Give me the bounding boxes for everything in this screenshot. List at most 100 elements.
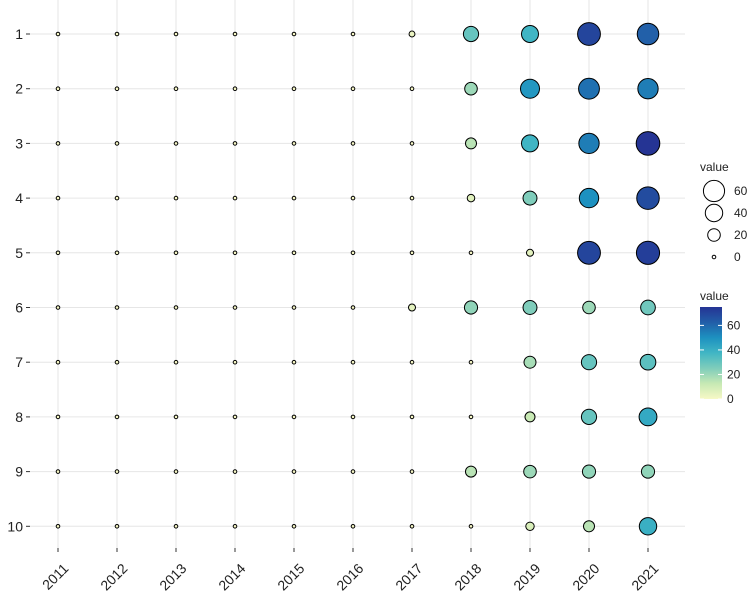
bubble: [291, 359, 297, 365]
bubble: [636, 22, 660, 46]
bubble: [114, 195, 120, 201]
bubble: [578, 132, 600, 155]
y-tick-label: 8: [15, 409, 23, 425]
bubble: [232, 86, 238, 91]
bubble: [468, 359, 474, 365]
bubble: [463, 300, 479, 315]
bubble: [173, 31, 179, 37]
bubble: [464, 465, 478, 478]
bubble: [582, 520, 596, 533]
size-legend-title: value: [700, 160, 729, 174]
bubble: [580, 408, 598, 425]
bubble: [640, 464, 656, 479]
bubble: [577, 240, 601, 265]
bubble: [580, 354, 598, 371]
size-legend-key: [711, 254, 717, 260]
bubble: [578, 77, 600, 100]
bubble: [55, 524, 61, 529]
x-tick-label: 2018: [451, 560, 484, 593]
bubble: [232, 305, 238, 310]
bubble: [114, 305, 120, 310]
bubble: [232, 414, 238, 420]
bubble: [232, 359, 238, 365]
bubble: [291, 250, 297, 256]
bubble: [173, 305, 179, 310]
bubble: [55, 305, 61, 310]
size-legend-key: [707, 228, 721, 242]
bubble: [409, 86, 415, 91]
size-legend-label: 0: [734, 250, 741, 264]
bubble: [55, 86, 61, 91]
bubble: [464, 137, 478, 150]
bubble: [350, 469, 356, 474]
bubble: [114, 524, 120, 529]
bubble: [522, 300, 538, 315]
bubble: [173, 250, 179, 256]
bubble: [408, 30, 416, 38]
bubble: [521, 25, 539, 43]
size-legend-label: 60: [734, 184, 748, 198]
bubble: [232, 250, 238, 256]
bubble: [55, 195, 61, 201]
bubble: [350, 31, 356, 37]
y-tick-label: 2: [15, 81, 23, 97]
bubble: [350, 305, 356, 310]
bubble: [464, 81, 478, 96]
bubble: [638, 407, 658, 427]
bubble: [55, 31, 61, 37]
y-tick-label: 10: [7, 518, 23, 534]
bubble: [350, 195, 356, 201]
bubble: [350, 359, 356, 365]
x-tick-label: 2019: [510, 560, 543, 593]
bubble: [55, 141, 61, 146]
x-tick-label: 2011: [39, 560, 72, 593]
bubble: [523, 464, 537, 479]
bubble: [525, 521, 535, 532]
bubble: [581, 464, 597, 479]
size-legend-key: [704, 203, 724, 223]
bubble: [639, 353, 657, 371]
x-tick-label: 2014: [215, 560, 248, 593]
bubble: [291, 195, 297, 201]
bubble: [582, 300, 596, 315]
bubble: [350, 414, 356, 420]
bubble: [114, 250, 120, 256]
bubble: [409, 524, 415, 529]
bubble: [578, 187, 600, 209]
bubble: [636, 186, 660, 210]
bubble: [468, 414, 474, 420]
x-tick-label: 2016: [333, 560, 366, 593]
bubble: [522, 190, 538, 206]
bubble: [409, 359, 415, 365]
bubble: [468, 250, 474, 256]
y-tick-label: 6: [15, 300, 23, 316]
bubble: [173, 359, 179, 365]
bubble: [524, 411, 536, 423]
y-tick-label: 5: [15, 245, 23, 261]
bubble: [640, 299, 656, 316]
bubble: [173, 469, 179, 474]
size-legend-label: 20: [734, 228, 748, 242]
bubble: [291, 86, 297, 91]
bubble: [232, 524, 238, 529]
bubble: [462, 25, 480, 43]
bubble: [350, 141, 356, 146]
bubble: [409, 195, 415, 201]
bubble: [114, 31, 120, 37]
y-tick-label: 7: [15, 354, 23, 370]
bubble: [232, 141, 238, 146]
size-legend-label: 40: [734, 206, 748, 220]
bubble: [291, 31, 297, 37]
x-tick-label: 2021: [628, 560, 661, 593]
bubble: [525, 248, 535, 257]
bubble: [468, 524, 474, 529]
x-tick-label: 2017: [392, 560, 425, 593]
bubble: [232, 469, 238, 474]
bubble: [114, 414, 120, 420]
bubble: [114, 359, 120, 365]
bubble: [635, 131, 661, 156]
y-tick-label: 9: [15, 464, 23, 480]
x-tick-label: 2012: [97, 560, 130, 593]
bubble: [55, 250, 61, 256]
bubble: [350, 250, 356, 256]
